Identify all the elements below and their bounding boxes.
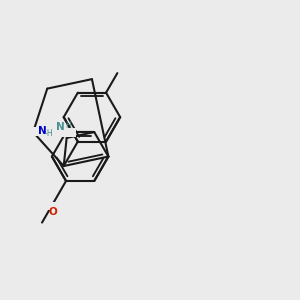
Text: -H: -H bbox=[44, 129, 53, 138]
Text: H: H bbox=[65, 121, 71, 130]
Text: N: N bbox=[38, 127, 47, 136]
Text: O: O bbox=[49, 207, 58, 217]
FancyBboxPatch shape bbox=[32, 127, 50, 136]
FancyBboxPatch shape bbox=[60, 128, 76, 137]
FancyBboxPatch shape bbox=[48, 202, 58, 210]
Text: N: N bbox=[56, 122, 65, 132]
